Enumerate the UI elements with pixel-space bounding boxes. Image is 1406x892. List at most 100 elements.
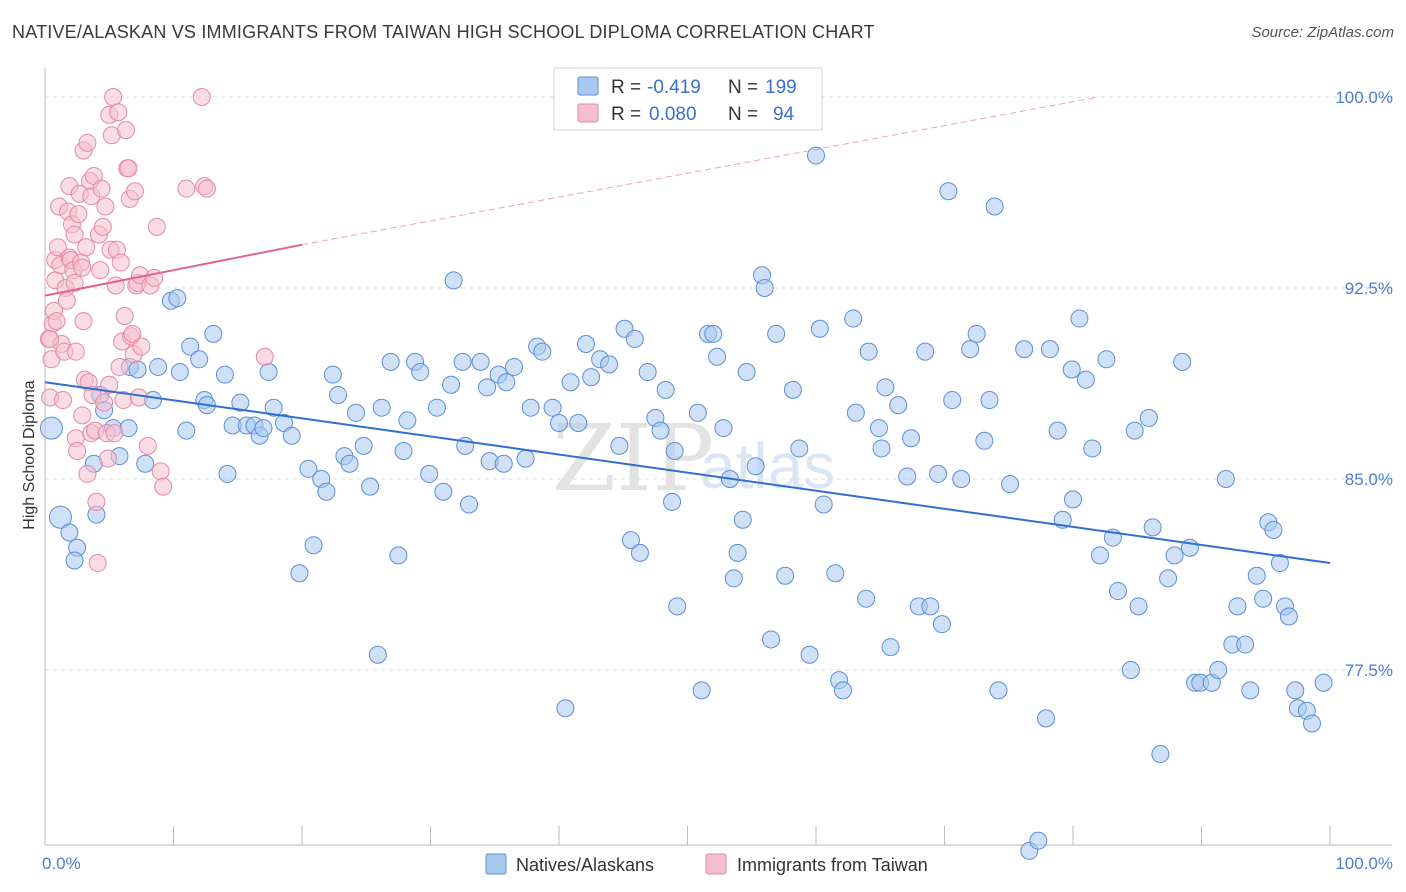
native-point — [39, 416, 63, 440]
native-point — [550, 413, 568, 432]
legend-r-label-2: R = — [611, 104, 641, 125]
x-tick-labels: 0.0% 100.0% — [42, 854, 1393, 873]
taiwan-point — [69, 205, 88, 224]
native-point — [453, 352, 472, 371]
taiwan-point — [255, 347, 274, 366]
taiwan-point — [87, 492, 106, 511]
y-tick-label-1: 85.0% — [1345, 470, 1393, 489]
native-point — [299, 459, 318, 478]
native-point — [478, 378, 497, 397]
native-point — [1151, 745, 1170, 764]
native-point — [561, 373, 580, 392]
native-point — [814, 495, 833, 514]
native-point — [1236, 635, 1255, 654]
native-point — [264, 398, 283, 417]
native-point — [625, 329, 644, 348]
y-tick-label-2: 92.5% — [1345, 279, 1393, 298]
taiwan-point — [109, 103, 128, 122]
legend-swatch-blue — [577, 76, 599, 96]
native-point — [1040, 340, 1059, 359]
native-point — [1254, 589, 1273, 608]
native-point — [427, 398, 446, 417]
native-point — [340, 454, 359, 473]
native-point — [1062, 360, 1081, 379]
bottom-legend: Natives/Alaskans Immigrants from Taiwan — [485, 853, 928, 875]
native-point — [494, 454, 513, 473]
taiwan-point — [110, 357, 129, 376]
native-point — [630, 543, 649, 562]
native-point — [1209, 661, 1228, 679]
taiwan-point — [177, 179, 196, 198]
native-point — [921, 597, 940, 616]
native-point — [688, 403, 707, 422]
trend-line-natives — [44, 381, 1331, 565]
native-point — [533, 342, 552, 361]
taiwan-point — [73, 258, 92, 277]
native-point — [869, 419, 888, 438]
native-point — [1029, 831, 1048, 850]
bottom-legend-swatch-blue — [485, 853, 507, 875]
native-point — [1037, 709, 1056, 728]
native-point — [728, 543, 747, 562]
native-point — [859, 342, 878, 361]
x-tick-label-1: 100.0% — [1335, 854, 1393, 873]
native-point — [569, 413, 588, 432]
native-point — [656, 380, 675, 399]
native-point — [149, 357, 168, 376]
native-point — [961, 340, 980, 359]
native-point — [497, 373, 516, 392]
source-label: Source: ZipAtlas.com — [1251, 24, 1394, 41]
taiwan-point — [92, 179, 111, 198]
native-point — [889, 396, 908, 415]
native-point — [290, 564, 309, 583]
native-point — [394, 441, 413, 460]
native-point — [638, 363, 657, 382]
native-point — [181, 337, 200, 356]
native-point — [460, 495, 479, 514]
native-point — [398, 411, 417, 430]
taiwan-point — [66, 342, 85, 361]
native-point — [980, 391, 999, 410]
native-point — [1173, 352, 1192, 371]
trend-line-taiwan — [44, 243, 303, 297]
legend-r-label-1: R = — [611, 77, 641, 98]
trend-lines — [44, 96, 1331, 565]
native-point — [1270, 554, 1289, 573]
series-taiwan-points — [39, 88, 274, 573]
native-point — [168, 289, 187, 308]
taiwan-point — [78, 464, 97, 483]
y-tick-label-3: 100.0% — [1335, 88, 1393, 107]
native-point — [668, 597, 687, 616]
bottom-legend-label-taiwan: Immigrants from Taiwan — [737, 855, 928, 875]
native-point — [505, 357, 524, 376]
native-point — [582, 368, 601, 387]
native-point — [1064, 490, 1082, 509]
native-point — [543, 398, 562, 417]
taiwan-point — [125, 182, 144, 201]
native-point — [282, 426, 301, 445]
native-point — [471, 352, 490, 371]
native-point — [516, 449, 535, 468]
taiwan-point — [104, 88, 123, 106]
native-point — [128, 360, 147, 379]
native-point — [190, 350, 209, 369]
taiwan-point — [48, 238, 67, 257]
taiwan-point — [192, 88, 211, 106]
native-point — [1241, 681, 1260, 700]
taiwan-point — [111, 253, 130, 272]
taiwan-point — [129, 388, 148, 407]
native-point — [724, 569, 743, 588]
native-point — [361, 477, 380, 496]
native-point — [1108, 582, 1127, 601]
native-point — [346, 403, 365, 422]
native-point — [1303, 714, 1322, 733]
taiwan-point — [105, 424, 124, 443]
native-point — [704, 324, 723, 343]
taiwan-point — [74, 312, 93, 331]
native-point — [1314, 673, 1333, 692]
legend-r-value-1: -0.419 — [647, 77, 701, 98]
native-point — [170, 363, 189, 382]
native-point — [800, 645, 819, 664]
x-tick-label-0: 0.0% — [42, 854, 81, 873]
taiwan-point — [151, 462, 170, 481]
